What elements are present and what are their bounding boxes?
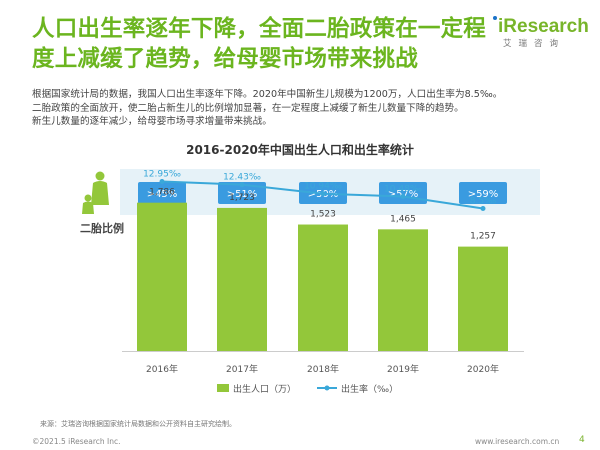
birth-rate-point — [320, 191, 326, 197]
x-tick-label: 2017年 — [226, 363, 258, 375]
bar — [378, 229, 428, 351]
birth-rate-label: 12.43‰ — [223, 173, 261, 183]
birth-rate-point — [239, 182, 245, 188]
ratio-value: >59% — [468, 189, 499, 200]
x-tick-label: 2016年 — [146, 363, 178, 375]
legend-bar-swatch — [217, 384, 229, 392]
bar — [217, 207, 267, 351]
mother-body-icon — [91, 181, 109, 205]
birth-rate-point — [159, 179, 165, 185]
bar — [298, 224, 348, 351]
ratio-value: >45% — [147, 189, 178, 200]
legend-line-label: 出生率（‰） — [341, 383, 398, 395]
logo-wordmark: iResearch — [493, 16, 589, 38]
intro-line-3: 新生儿数量的逐年减少，给母婴市场寻求增量带来挑战。 — [32, 116, 272, 127]
ratio-box — [459, 182, 507, 204]
child-head-icon — [84, 194, 92, 202]
footer-website: www.iresearch.com.cn — [475, 437, 560, 446]
mother-head-icon — [95, 171, 105, 181]
ratio-value: >51% — [227, 189, 258, 200]
legend-line-marker — [324, 385, 330, 391]
intro-line-1: 根据国家统计局的数据，我国人口出生率逐年下降。2020年中国新生儿规模为1200… — [32, 89, 503, 100]
source-note: 来源：艾瑞咨询根据国家统计局数据和公开资料自主研究绘制。 — [40, 420, 236, 428]
intro-line-2: 二胎政策的全面放开，使二胎占新生儿的比例增加显著，在一定程度上减缓了新生儿数量下… — [32, 102, 464, 114]
birth-rate-point — [480, 206, 486, 212]
ratio-box — [138, 182, 186, 204]
birth-rate-label: 10.94‰ — [304, 182, 342, 192]
legend-bar-label: 出生人口（万） — [233, 383, 296, 395]
ratio-box — [218, 182, 266, 204]
bar-value-label: 1,786 — [149, 188, 175, 198]
birth-rate-label: 8.5‰ — [470, 197, 496, 207]
intro-paragraph: 根据国家统计局的数据，我国人口出生率逐年下降。2020年中国新生儿规模为1200… — [32, 88, 567, 129]
headline-line-1: 人口出生率逐年下降，全面二胎政策在一定程 — [32, 16, 487, 42]
x-tick-label: 2020年 — [467, 363, 499, 375]
bar-value-label: 1,465 — [390, 214, 416, 224]
birth-rate-label: 12.95‰ — [143, 170, 181, 180]
page-number: 4 — [579, 435, 585, 445]
child-body-icon — [82, 201, 94, 214]
iresearch-logo: iResearch 艾瑞咨询 — [493, 16, 589, 49]
x-tick-label: 2018年 — [307, 363, 339, 375]
birth-rate-label: 10.48‰ — [384, 185, 422, 195]
logo-dot-icon — [493, 16, 497, 20]
footer-copyright: ©2021.5 iResearch Inc. — [32, 437, 121, 446]
bar-value-label: 1,723 — [229, 193, 255, 203]
headline-line-2: 度上减缓了趋势，给母婴市场带来挑战 — [32, 46, 418, 72]
birth-rate-point — [400, 194, 406, 200]
slide-headline: 人口出生率逐年下降，全面二胎政策在一定程 度上减缓了趋势，给母婴市场带来挑战 — [32, 14, 487, 74]
logo-name: Research — [503, 16, 589, 37]
second-child-ratio-label: 二胎比例 — [80, 221, 124, 235]
bar — [137, 202, 187, 351]
x-tick-label: 2019年 — [387, 363, 419, 375]
bar-value-label: 1,257 — [470, 232, 496, 242]
bar-value-label: 1,523 — [310, 210, 336, 220]
chart-title: 2016-2020年中国出生人口和出生率统计 — [186, 143, 414, 157]
bar — [458, 246, 508, 351]
logo-subtitle: 艾瑞咨询 — [502, 39, 565, 49]
